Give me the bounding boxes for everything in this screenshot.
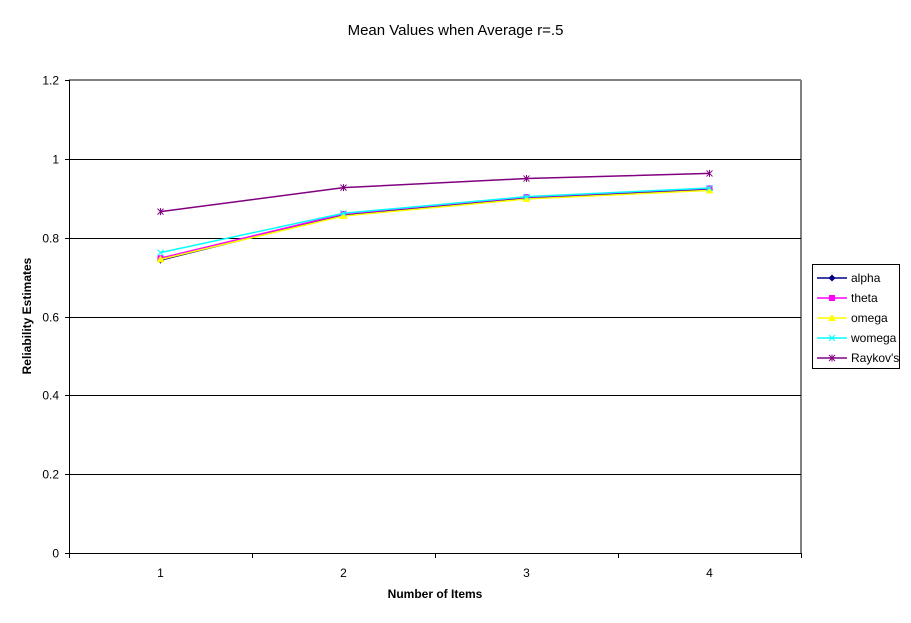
series-alpha bbox=[157, 186, 713, 264]
series-womega bbox=[157, 184, 713, 256]
chart-title: Mean Values when Average r=.5 bbox=[347, 22, 564, 39]
gridlines bbox=[69, 79, 802, 553]
legend-marker-icon bbox=[817, 334, 847, 342]
series-theta bbox=[157, 185, 713, 262]
legend-item: omega bbox=[817, 308, 899, 328]
legend-item: womega bbox=[817, 328, 899, 348]
y-tick-label: 1 bbox=[52, 153, 59, 167]
legend-label: theta bbox=[851, 291, 878, 305]
x-tick-label: 4 bbox=[706, 566, 713, 580]
x-tick-label: 2 bbox=[340, 566, 347, 580]
y-tick-label: 0 bbox=[52, 547, 59, 561]
x-tick-label: 1 bbox=[157, 566, 164, 580]
legend-marker-icon bbox=[817, 354, 847, 362]
legend: alpha theta omega womega Raykov's bbox=[812, 264, 900, 369]
legend-item: Raykov's bbox=[817, 348, 899, 368]
y-tick-label: 1.2 bbox=[42, 74, 59, 88]
legend-marker-icon bbox=[817, 314, 847, 321]
x-tick-label: 3 bbox=[523, 566, 530, 580]
series-omega bbox=[156, 186, 714, 263]
y-tick-label: 0.6 bbox=[42, 311, 59, 325]
legend-label: alpha bbox=[851, 271, 881, 285]
y-tick-label: 0.8 bbox=[42, 232, 59, 246]
legend-label: womega bbox=[851, 331, 897, 345]
x-axis-label: Number of Items bbox=[387, 587, 483, 601]
legend-marker-icon bbox=[817, 274, 847, 282]
legend-label: Raykov's bbox=[851, 351, 900, 365]
series-lines bbox=[156, 169, 714, 264]
legend-marker-icon bbox=[817, 295, 847, 301]
legend-label: omega bbox=[851, 311, 888, 325]
series-raykovs bbox=[157, 169, 713, 216]
legend-item: alpha bbox=[817, 268, 899, 288]
axes: 0 0.2 0.4 0.6 0.8 1 1.2 1 2 3 4 bbox=[42, 74, 802, 580]
y-tick-label: 0.2 bbox=[42, 468, 59, 482]
legend-item: theta bbox=[817, 288, 899, 308]
y-tick-label: 0.4 bbox=[42, 389, 59, 403]
